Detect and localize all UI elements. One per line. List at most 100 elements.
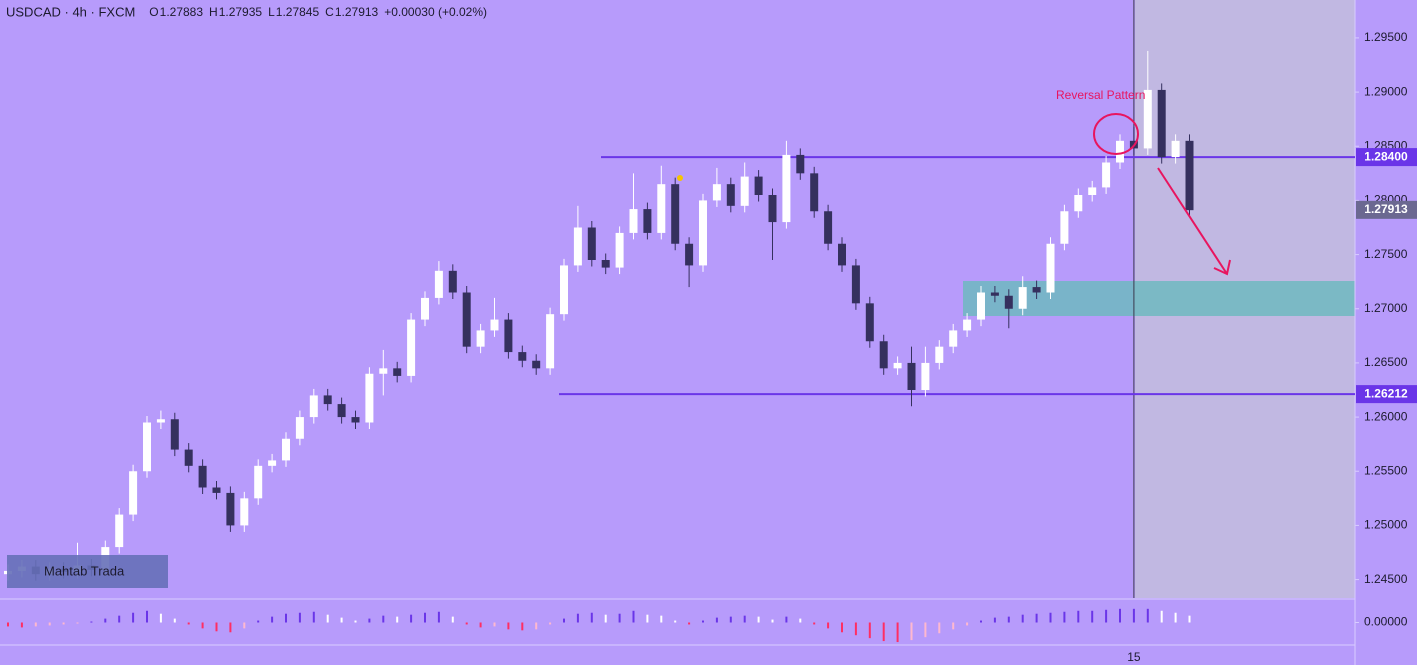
osc-bar	[535, 622, 538, 630]
candle-body	[643, 209, 652, 233]
osc-bar	[340, 617, 343, 623]
osc-bar	[993, 617, 996, 623]
ohlc-key: C	[325, 5, 334, 19]
candle-body	[337, 404, 346, 418]
osc-bar	[924, 622, 927, 638]
candle-body	[601, 260, 610, 268]
osc-bar	[688, 622, 691, 625]
candle-body	[671, 184, 680, 244]
candle-body	[421, 297, 429, 320]
candle-body	[254, 465, 263, 499]
osc-bar	[298, 612, 301, 623]
level-label-box	[1356, 148, 1417, 167]
candle-body	[393, 368, 402, 376]
level-label: 1.26212	[1364, 386, 1408, 400]
candle-body	[1157, 89, 1166, 158]
osc-bar	[132, 612, 135, 623]
candle-body	[170, 419, 179, 450]
candle-body	[796, 154, 805, 174]
last-price-box	[1356, 200, 1417, 219]
osc-bar	[118, 615, 121, 623]
y-tick-label: 1.29500	[1364, 30, 1408, 44]
candle-body	[851, 265, 860, 304]
osc-bar	[868, 622, 871, 639]
osc-bar	[90, 621, 93, 623]
candle-body	[587, 227, 596, 260]
osc-bar	[757, 616, 760, 623]
candle-body	[615, 232, 624, 268]
osc-bar	[1119, 608, 1121, 623]
level-label: 1.28400	[1364, 149, 1408, 163]
ohlc-key: O	[149, 5, 158, 19]
candle-body	[462, 292, 471, 347]
candle-body	[1018, 287, 1027, 309]
osc-bar	[285, 613, 287, 623]
osc-bar	[1021, 614, 1024, 623]
osc-bar	[479, 622, 482, 628]
candle-body	[657, 184, 666, 233]
candle-body	[1004, 295, 1013, 309]
osc-bar	[243, 622, 246, 629]
candle-body	[295, 417, 304, 439]
osc-bar	[882, 622, 885, 642]
osc-bar	[854, 622, 857, 636]
osc-bar	[76, 622, 79, 624]
ohlc-value: 1.27913	[335, 5, 379, 19]
osc-bar	[785, 616, 788, 623]
ohlc-value: 1.27845	[276, 5, 320, 19]
candle-body	[977, 292, 985, 320]
osc-bar	[62, 622, 65, 625]
osc-bar	[201, 622, 204, 629]
candle-body	[490, 319, 499, 331]
osc-bar	[549, 622, 552, 625]
candle-body	[726, 184, 735, 206]
osc-bar	[20, 622, 23, 628]
ohlc-key: L	[268, 5, 275, 19]
osc-bar	[1063, 611, 1066, 623]
candle-body	[212, 487, 221, 493]
candle-body	[282, 438, 290, 461]
osc-bar	[257, 620, 260, 623]
marker-dot	[677, 175, 683, 181]
osc-bar	[271, 616, 274, 623]
osc-bar	[1049, 612, 1052, 623]
change: +0.00030 (+0.02%)	[384, 5, 487, 19]
candle-body	[712, 184, 721, 201]
osc-bar	[1007, 616, 1010, 623]
symbol-title: USDCAD · 4h · FXCM	[6, 4, 135, 19]
osc-bar	[465, 622, 468, 625]
candle-body	[323, 395, 332, 405]
candle-body	[754, 176, 763, 195]
candle-body	[865, 303, 874, 342]
candle-body	[1143, 89, 1152, 149]
osc-bar	[187, 622, 190, 625]
osc-bar	[7, 622, 9, 627]
osc-bar	[771, 619, 774, 623]
y-tick-label: 1.26500	[1364, 355, 1408, 369]
arrow-head	[1213, 259, 1231, 276]
candle-body	[379, 368, 388, 374]
candle-body	[893, 362, 902, 369]
candle-body	[740, 176, 749, 206]
candle-body	[351, 417, 360, 423]
osc-bar	[1160, 610, 1163, 623]
y-tick-label: 1.27000	[1364, 301, 1408, 315]
y-tick-label: 1.25000	[1364, 518, 1408, 532]
osc-bar	[368, 618, 371, 623]
osc-bar	[966, 622, 969, 626]
osc-bar	[424, 612, 426, 623]
candle-body	[685, 243, 694, 266]
osc-bar	[632, 610, 635, 623]
candle-body	[504, 319, 513, 353]
candle-body	[448, 270, 457, 293]
osc-bar	[646, 614, 649, 623]
watermark: Mahtab Trada	[44, 563, 125, 578]
candle-body	[949, 330, 958, 347]
osc-bar	[896, 622, 899, 643]
candle-body	[879, 341, 888, 369]
candle-body	[226, 492, 235, 526]
plot: 1.24500 1.25000 1.25500 1.26000 1.26500 1.270…	[4, 0, 1417, 664]
header: USDCAD · 4h · FXCM O 1.27883 H 1.27935 L 1.278…	[6, 4, 487, 19]
candle-body	[768, 195, 777, 223]
osc-bar	[715, 617, 718, 623]
